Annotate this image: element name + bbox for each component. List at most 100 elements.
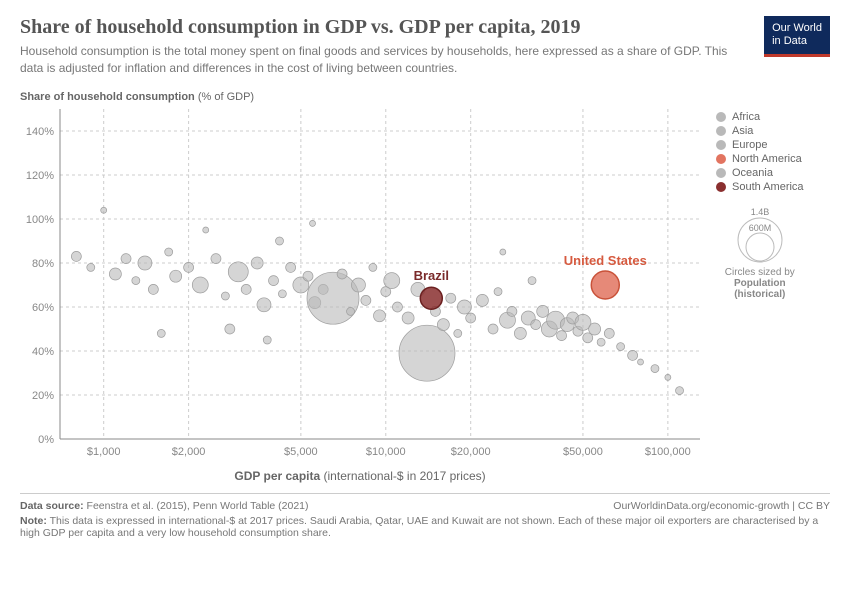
footer: Data source: Feenstra et al. (2015), Pen…: [20, 493, 830, 539]
data-point: [651, 364, 659, 372]
data-point: [138, 256, 152, 270]
svg-text:$1,000: $1,000: [87, 446, 121, 458]
data-point: [361, 295, 371, 305]
legend-label: Oceania: [732, 167, 773, 179]
legend-dot: [716, 168, 726, 178]
legend-label: Africa: [732, 111, 760, 123]
point-label: Brazil: [414, 268, 449, 283]
data-point: [399, 325, 455, 381]
data-point: [373, 309, 385, 321]
legend-items: Africa Asia Europe North America Oceania Sout…: [716, 111, 804, 193]
footer-source: Data source: Feenstra et al. (2015), Pen…: [20, 500, 309, 512]
data-point: [203, 227, 209, 233]
data-point: [87, 263, 95, 271]
data-point: [221, 292, 229, 300]
data-point: [286, 262, 296, 272]
data-point: [228, 261, 248, 281]
svg-text:60%: 60%: [32, 302, 54, 314]
svg-text:140%: 140%: [26, 126, 54, 138]
legend-item: South America: [716, 181, 804, 193]
legend-dot: [716, 154, 726, 164]
legend-label: Europe: [732, 139, 767, 151]
data-point: [276, 237, 284, 245]
data-point: [347, 307, 355, 315]
svg-text:$20,000: $20,000: [451, 446, 491, 458]
data-point: [351, 278, 365, 292]
data-point: [148, 284, 158, 294]
y-axis-title: Share of household consumption (% of GDP…: [20, 91, 700, 103]
data-point: [184, 262, 194, 272]
data-point: [157, 329, 165, 337]
data-point: [263, 336, 271, 344]
data-point: [476, 294, 488, 306]
data-point: [337, 269, 347, 279]
legend-label: South America: [732, 181, 804, 193]
data-point: [257, 297, 271, 311]
data-point: [665, 374, 671, 380]
data-point: [278, 289, 286, 297]
data-point: [303, 271, 313, 281]
size-caption2: Population: [716, 278, 804, 289]
legend-item: Europe: [716, 139, 804, 151]
data-point: [384, 272, 400, 288]
data-point: [402, 312, 414, 324]
legend-item: Asia: [716, 125, 804, 137]
data-point: [369, 263, 377, 271]
data-point: [617, 342, 625, 350]
point-label: United States: [564, 253, 647, 268]
data-point: [494, 287, 502, 295]
owid-logo: Our World in Data: [764, 16, 830, 57]
data-point: [466, 313, 476, 323]
data-point: [132, 276, 140, 284]
footer-right: OurWorldinData.org/economic-growth | CC …: [613, 500, 830, 512]
legend-label: North America: [732, 153, 802, 165]
legend-dot: [716, 182, 726, 192]
footer-note: Note: This data is expressed in internat…: [20, 515, 830, 539]
data-point: [557, 330, 567, 340]
svg-text:40%: 40%: [32, 346, 54, 358]
legend: Africa Asia Europe North America Oceania Sout…: [700, 91, 804, 483]
logo-line2: in Data: [772, 35, 822, 48]
size-inner-label: 600M: [749, 223, 772, 233]
data-point: [170, 270, 182, 282]
svg-text:$2,000: $2,000: [172, 446, 206, 458]
legend-size: 1.4B 600M Circles sized by Population (h…: [716, 207, 804, 300]
data-point: [437, 318, 449, 330]
data-point: [676, 386, 684, 394]
scatter-plot: 0%20%40%60%80%100%120%140%$1,000$2,000$5…: [20, 109, 700, 463]
svg-text:$50,000: $50,000: [563, 446, 603, 458]
svg-text:0%: 0%: [38, 434, 54, 446]
data-point: [121, 253, 131, 263]
legend-item: Africa: [716, 111, 804, 123]
data-point: [165, 248, 173, 256]
data-point: [225, 324, 235, 334]
svg-text:$5,000: $5,000: [284, 446, 318, 458]
size-outer-label: 1.4B: [751, 207, 770, 217]
data-point: [192, 277, 208, 293]
data-point: [101, 207, 107, 213]
svg-text:80%: 80%: [32, 258, 54, 270]
legend-dot: [716, 126, 726, 136]
data-point: [446, 293, 456, 303]
data-point: [307, 272, 359, 324]
data-point: [392, 302, 402, 312]
chart-title: Share of household consumption in GDP vs…: [20, 16, 744, 39]
data-point: [531, 319, 541, 329]
data-point: [514, 327, 526, 339]
size-caption1: Circles sized by: [716, 267, 804, 278]
highlighted-point: [591, 271, 619, 299]
data-point: [457, 300, 471, 314]
data-point: [211, 253, 221, 263]
data-point: [109, 268, 121, 280]
size-caption3: (historical): [716, 289, 804, 300]
svg-text:20%: 20%: [32, 390, 54, 402]
highlighted-point: [420, 287, 442, 309]
svg-text:$100,000: $100,000: [645, 446, 691, 458]
legend-dot: [716, 140, 726, 150]
svg-text:$10,000: $10,000: [366, 446, 406, 458]
data-point: [628, 350, 638, 360]
logo-line1: Our World: [772, 22, 822, 35]
x-axis-title: GDP per capita (international-$ in 2017 …: [20, 469, 700, 483]
data-point: [310, 220, 316, 226]
svg-text:120%: 120%: [26, 170, 54, 182]
